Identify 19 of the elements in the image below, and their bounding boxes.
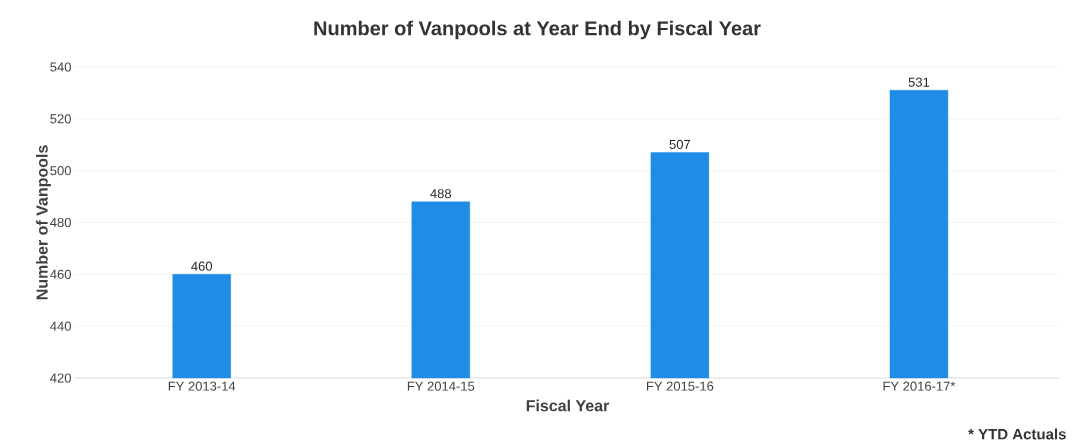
y-tick-label: 540 xyxy=(50,62,71,72)
x-axis-title: Fiscal Year xyxy=(526,399,610,412)
y-tick-label: 460 xyxy=(50,269,71,279)
y-tick-label: 420 xyxy=(50,373,71,383)
x-tick-label: FY 2013-14 xyxy=(168,381,236,391)
y-tick-label: 480 xyxy=(50,217,71,228)
data-label: 507 xyxy=(669,139,691,149)
x-tick-label: FY 2016-17* xyxy=(883,381,956,391)
chart-title: Number of Vanpools at Year End by Fiscal Year xyxy=(314,20,761,40)
text: * YTD Actuals xyxy=(968,428,1066,440)
y-tick-label: 520 xyxy=(50,114,71,124)
x-tick-label: FY 2014-15 xyxy=(407,381,475,391)
data-label: 488 xyxy=(430,189,452,199)
data-label: 531 xyxy=(908,77,930,87)
y-tick-label: 440 xyxy=(50,321,71,331)
y-tick-label: 500 xyxy=(50,166,71,176)
x-tick-label: FY 2015-16 xyxy=(646,381,714,391)
data-label: 460 xyxy=(191,261,213,271)
y-axis-title: Number of Vanpools xyxy=(36,145,51,300)
